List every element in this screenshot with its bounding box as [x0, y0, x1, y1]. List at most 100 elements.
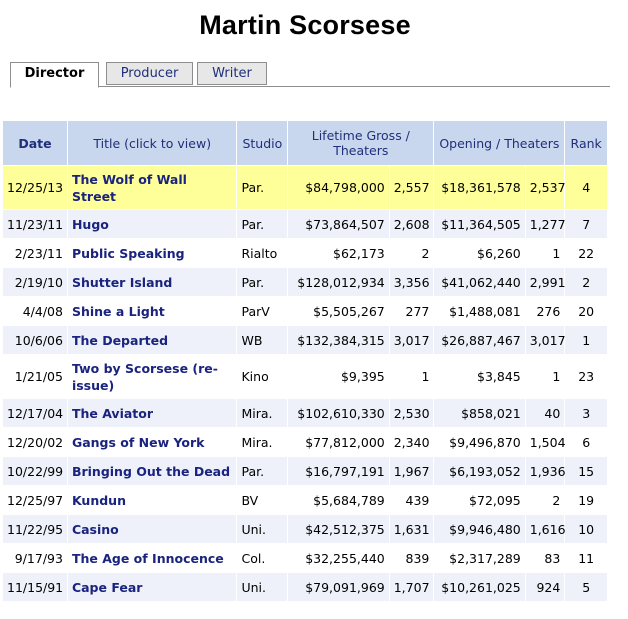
date-cell: 2/19/10: [3, 268, 67, 296]
gross-theaters-cell: 1,707: [389, 573, 434, 601]
header-rank[interactable]: Rank: [565, 121, 607, 165]
table-row: 11/23/11 Hugo Par. $73,864,507 2,608 $11,364,…: [3, 210, 607, 238]
header-lifetime-gross[interactable]: Lifetime Gross / Theaters: [288, 121, 434, 165]
table-row: 9/17/93 The Age of Innocence Col. $32,255,4…: [3, 544, 607, 572]
gross-theaters-cell: 3,017: [389, 326, 434, 354]
studio-cell: Par.: [237, 268, 288, 296]
opening-gross-cell: $41,062,440: [434, 268, 525, 296]
studio-cell: ParV: [237, 297, 288, 325]
title-link[interactable]: Hugo: [67, 210, 237, 238]
title-link[interactable]: The Age of Innocence: [67, 544, 237, 572]
lifetime-gross-cell: $128,012,934: [288, 268, 389, 296]
rank-cell: 1: [565, 326, 607, 354]
opening-theaters-cell: 1: [525, 239, 565, 267]
rank-cell: 2: [565, 268, 607, 296]
date-cell: 9/17/93: [3, 544, 67, 572]
studio-cell: Col.: [237, 544, 288, 572]
lifetime-gross-cell: $132,384,315: [288, 326, 389, 354]
title-link[interactable]: The Wolf of Wall Street: [67, 166, 237, 209]
title-link[interactable]: The Departed: [67, 326, 237, 354]
opening-theaters-cell: 1,504: [525, 428, 566, 456]
title-link[interactable]: Shine a Light: [67, 297, 237, 325]
date-cell: 11/23/11: [3, 210, 67, 238]
table-row: 12/25/97 Kundun BV $5,684,789 439 $72,095 2 19: [3, 486, 607, 514]
opening-theaters-cell: 924: [525, 573, 565, 601]
studio-cell: Mira.: [237, 399, 288, 427]
date-cell: 11/22/95: [3, 515, 67, 543]
studio-cell: BV: [237, 486, 288, 514]
title-link[interactable]: Bringing Out the Dead: [67, 457, 237, 485]
gross-theaters-cell: 1,967: [389, 457, 434, 485]
opening-theaters-cell: 40: [525, 399, 565, 427]
table-row: 11/22/95 Casino Uni. $42,512,375 1,631 $9,946…: [3, 515, 607, 543]
gross-theaters-cell: 277: [389, 297, 434, 325]
opening-gross-cell: $9,946,480: [434, 515, 525, 543]
opening-theaters-cell: 2,537: [525, 166, 566, 209]
opening-gross-cell: $6,260: [434, 239, 525, 267]
opening-theaters-cell: 276: [525, 297, 565, 325]
date-cell: 10/22/99: [3, 457, 67, 485]
title-link[interactable]: The Aviator: [67, 399, 237, 427]
tab-director[interactable]: Director: [10, 62, 99, 88]
gross-theaters-cell: 2,557: [389, 166, 434, 209]
opening-gross-cell: $6,193,052: [434, 457, 525, 485]
lifetime-gross-cell: $79,091,969: [288, 573, 389, 601]
title-link[interactable]: Two by Scorsese (re-issue): [67, 355, 237, 398]
table-row: 12/20/02 Gangs of New York Mira. $77,812,00…: [3, 428, 607, 456]
opening-gross-cell: $26,887,467: [434, 326, 525, 354]
table-row: 12/25/13 The Wolf of Wall Street Par. $84,7…: [3, 166, 607, 209]
table-body: 12/25/13 The Wolf of Wall Street Par. $84,7…: [3, 166, 607, 601]
opening-theaters-cell: 1,936: [525, 457, 566, 485]
gross-theaters-cell: 2,530: [389, 399, 434, 427]
table-row: 2/23/11 Public Speaking Rialto $62,173 2 $6,2…: [3, 239, 607, 267]
lifetime-gross-cell: $102,610,330: [288, 399, 389, 427]
header-studio[interactable]: Studio: [237, 121, 288, 165]
rank-cell: 5: [565, 573, 607, 601]
date-cell: 1/21/05: [3, 355, 67, 398]
opening-gross-cell: $18,361,578: [434, 166, 525, 209]
rank-cell: 15: [565, 457, 607, 485]
opening-theaters-cell: 2: [525, 486, 565, 514]
table-row: 4/4/08 Shine a Light ParV $5,505,267 277 $1,4…: [3, 297, 607, 325]
gross-theaters-cell: 839: [389, 544, 434, 572]
date-cell: 12/25/97: [3, 486, 67, 514]
header-opening[interactable]: Opening / Theaters: [434, 121, 565, 165]
tab-bar-divider: [10, 86, 610, 87]
opening-gross-cell: $10,261,025: [434, 573, 525, 601]
title-link[interactable]: Cape Fear: [67, 573, 237, 601]
opening-gross-cell: $11,364,505: [434, 210, 525, 238]
lifetime-gross-cell: $16,797,191: [288, 457, 389, 485]
rank-cell: 20: [565, 297, 607, 325]
opening-gross-cell: $1,488,081: [434, 297, 525, 325]
date-cell: 12/20/02: [3, 428, 67, 456]
opening-theaters-cell: 1,277: [525, 210, 566, 238]
opening-theaters-cell: 3,017: [525, 326, 566, 354]
lifetime-gross-cell: $5,505,267: [288, 297, 389, 325]
lifetime-gross-cell: $42,512,375: [288, 515, 389, 543]
gross-theaters-cell: 2: [389, 239, 434, 267]
studio-cell: Par.: [237, 457, 288, 485]
rank-cell: 6: [565, 428, 607, 456]
title-link[interactable]: Casino: [67, 515, 237, 543]
gross-theaters-cell: 2,340: [389, 428, 434, 456]
rank-cell: 7: [565, 210, 607, 238]
rank-cell: 23: [565, 355, 607, 398]
opening-theaters-cell: 2,991: [525, 268, 566, 296]
lifetime-gross-cell: $9,395: [288, 355, 389, 398]
title-link[interactable]: Kundun: [67, 486, 237, 514]
tab-writer[interactable]: Writer: [197, 62, 267, 85]
title-link[interactable]: Shutter Island: [67, 268, 237, 296]
gross-theaters-cell: 3,356: [389, 268, 434, 296]
header-date[interactable]: Date: [3, 121, 67, 165]
table-row: 10/22/99 Bringing Out the Dead Par. $16,797…: [3, 457, 607, 485]
title-link[interactable]: Public Speaking: [67, 239, 237, 267]
opening-gross-cell: $2,317,289: [434, 544, 525, 572]
date-cell: 12/25/13: [3, 166, 67, 209]
table-row: 11/15/91 Cape Fear Uni. $79,091,969 1,707 $10…: [3, 573, 607, 601]
rank-cell: 10: [565, 515, 607, 543]
title-link[interactable]: Gangs of New York: [67, 428, 237, 456]
page-title: Martin Scorsese: [199, 10, 411, 40]
header-title[interactable]: Title (click to view): [67, 121, 237, 165]
tab-bar: Director Producer Writer: [10, 62, 610, 88]
tab-producer[interactable]: Producer: [106, 62, 193, 85]
